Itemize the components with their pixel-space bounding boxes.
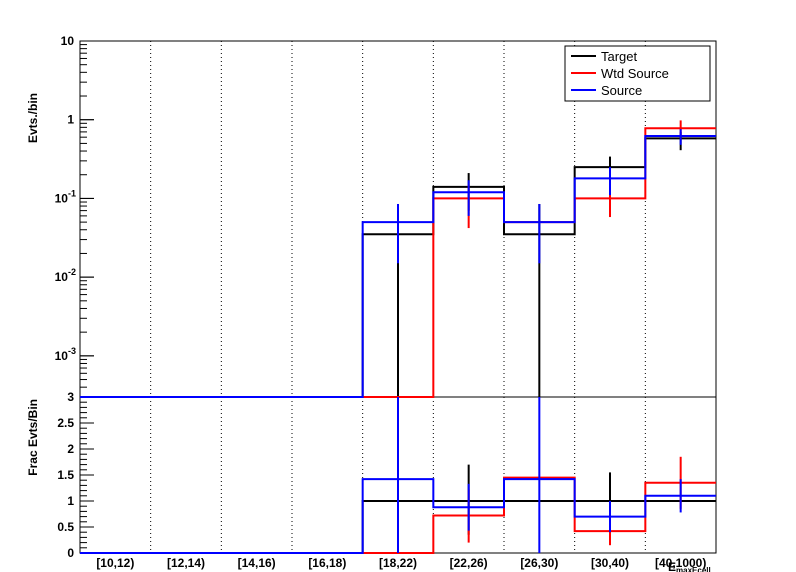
top-y-tick-label: 10-3 [55,346,76,363]
legend: Target Wtd Source Source [564,45,711,102]
x-tick-label: [18,22) [379,556,417,570]
legend-label: Target [601,49,638,64]
bottom-y-tick-label: 0.5 [57,520,74,534]
bottom-y-tick-label: 3 [67,390,74,404]
x-tick-label: [10,12) [96,556,134,570]
top-series-line [80,135,716,398]
bottom-y-tick-label: 2 [67,442,74,456]
legend-label: Source [601,83,642,98]
top-y-tick-label: 10-2 [55,267,76,284]
legend-label: Wtd Source [601,66,669,81]
bottom-series-line [80,478,716,554]
x-tick-label: [14,16) [238,556,276,570]
bottom-y-tick-label: 1.5 [57,468,74,482]
x-tick-label: [30,40) [591,556,629,570]
top-y-tick-label: 10-1 [55,188,76,205]
x-axis-title: EmaxEcell [668,560,711,572]
bottom-y-tick-label: 0 [67,546,74,560]
x-tick-label: [12,14) [167,556,205,570]
top-y-tick-label: 1 [67,113,74,127]
top-y-tick-label: 10 [61,34,75,48]
top-y-axis-title: Evts./bin [26,93,40,143]
bottom-y-tick-label: 2.5 [57,416,74,430]
bottom-y-axis-title: Frac Evts/Bin [26,399,40,476]
x-tick-label: [40,1000) [655,556,706,570]
x-tick-label: [16,18) [308,556,346,570]
x-tick-label: [26,30) [520,556,558,570]
x-tick-label: [22,26) [450,556,488,570]
bottom-y-tick-label: 1 [67,494,74,508]
